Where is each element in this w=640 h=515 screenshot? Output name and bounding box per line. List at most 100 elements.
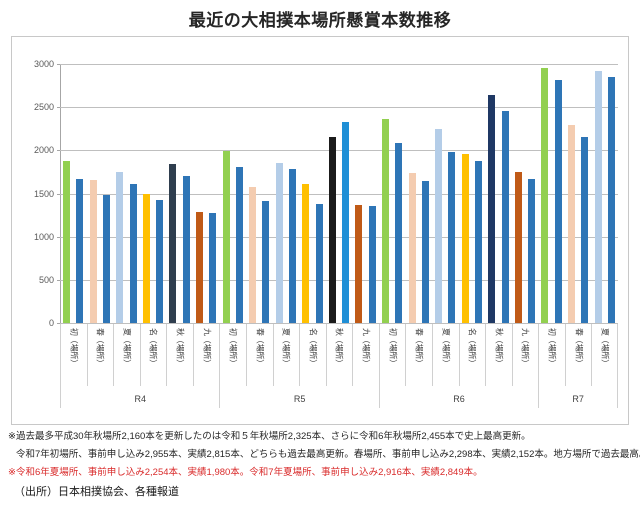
bar xyxy=(435,128,443,323)
bar xyxy=(222,151,230,323)
plot-area xyxy=(60,64,618,324)
category-axis-label: 名（場所） xyxy=(308,328,318,367)
gridline xyxy=(60,193,618,195)
group-axis-label: R7 xyxy=(538,386,618,408)
category-axis-cell: 秋（場所） xyxy=(325,324,353,386)
y-axis-tick-mark xyxy=(57,279,61,281)
category-axis-cell: 春（場所） xyxy=(405,324,432,386)
bar xyxy=(514,171,522,323)
category-axis-label: 秋（場所） xyxy=(175,328,185,367)
y-axis-tick-mark xyxy=(57,323,61,324)
category-axis-label: 秋（場所） xyxy=(334,328,344,367)
category-axis-cell: 名（場所） xyxy=(299,324,326,386)
y-axis-tick-mark xyxy=(57,107,61,109)
bar xyxy=(182,176,190,323)
bar xyxy=(289,169,296,323)
bar xyxy=(554,79,562,323)
bar xyxy=(249,187,257,323)
category-axis-label: 夏（場所） xyxy=(281,328,291,367)
bar xyxy=(342,122,350,323)
category-axis-label: 名（場所） xyxy=(467,328,477,367)
footnotes: ※過去最多平成30年秋場所2,160本を更新したのは令和５年秋場所2,325本、… xyxy=(8,430,640,505)
page-title: 最近の大相撲本場所懸賞本数推移 xyxy=(188,11,452,30)
category-axis-label: 名（場所） xyxy=(148,328,158,367)
bar xyxy=(475,160,482,323)
category-axis-label: 春（場所） xyxy=(414,328,424,367)
bar xyxy=(395,142,403,323)
bar xyxy=(528,178,536,323)
category-axis-cell: 夏（場所） xyxy=(591,324,618,386)
bar xyxy=(328,137,336,323)
category-axis-cell: 初（場所） xyxy=(378,324,406,386)
bar xyxy=(89,179,97,323)
bar xyxy=(156,199,164,323)
category-axis-label: 九（場所） xyxy=(202,328,212,367)
group-axis-label: R4 xyxy=(60,386,219,408)
category-axis-cell: 夏（場所） xyxy=(113,324,140,386)
bar xyxy=(169,164,177,323)
category-axis-cell: 名（場所） xyxy=(458,324,486,386)
category-axis-label: 夏（場所） xyxy=(441,328,451,367)
footnote-line: ※過去最多平成30年秋場所2,160本を更新したのは令和５年秋場所2,325本、… xyxy=(8,431,531,442)
y-axis-tick-label: 3000 xyxy=(33,59,54,69)
bar xyxy=(262,201,270,323)
bar xyxy=(568,124,575,323)
category-axis-label: 春（場所） xyxy=(574,328,584,367)
y-axis-tick-label: 2500 xyxy=(33,102,54,113)
category-axis-label: 初（場所） xyxy=(69,328,79,367)
gridline xyxy=(60,323,618,324)
bar xyxy=(63,160,71,323)
group-axis-label: R5 xyxy=(219,386,378,408)
category-axis-cell: 春（場所） xyxy=(246,324,273,386)
category-axis: 初（場所） 春（場所） 夏（場所） 名（場所） 秋（場所） 九（場所） 初（場所） 春（場所）… xyxy=(60,324,618,386)
bar xyxy=(581,137,589,323)
bar xyxy=(607,77,615,323)
category-axis-label: 初（場所） xyxy=(228,328,238,367)
chart-frame: 0 500 1000 1500 2000 2500 3000 初（場所） 春（場所） 夏（場所）… xyxy=(11,36,629,425)
source-line: （出所）日本相撲協会、各種報道 xyxy=(14,486,179,499)
y-axis-tick-label: 2000 xyxy=(33,145,54,156)
category-axis-cell: 名（場所） xyxy=(139,324,167,386)
bar xyxy=(235,166,243,323)
bar xyxy=(501,111,509,323)
group-axis-label: R6 xyxy=(378,386,538,408)
category-axis-label: 春（場所） xyxy=(255,328,265,367)
bar xyxy=(594,71,602,323)
bar xyxy=(116,171,124,323)
category-axis-cell: 初（場所） xyxy=(219,324,246,386)
gridline xyxy=(60,236,618,238)
category-axis-label: 初（場所） xyxy=(547,328,557,367)
category-axis-label: 夏（場所） xyxy=(600,328,610,367)
category-axis-label: 秋（場所） xyxy=(494,328,504,367)
footnote-line: ※令和6年夏場所、事前申し込み2,254本、実績1,980本。令和7年夏場所、事… xyxy=(8,466,483,478)
category-axis-cell: 初（場所） xyxy=(60,324,87,386)
category-axis-cell: 春（場所） xyxy=(564,324,592,386)
bar xyxy=(355,204,363,323)
gridline xyxy=(60,279,618,281)
category-axis-cell: 春（場所） xyxy=(86,324,114,386)
y-axis-tick-label: 500 xyxy=(38,274,54,285)
category-axis-label: 初（場所） xyxy=(388,328,398,367)
category-axis-cell: 九（場所） xyxy=(192,324,220,386)
category-axis-label: 九（場所） xyxy=(520,328,530,367)
category-axis-cell: 夏（場所） xyxy=(432,324,459,386)
category-axis-cell: 初（場所） xyxy=(538,324,565,386)
y-axis-tick-mark xyxy=(57,64,61,65)
bar xyxy=(302,184,310,323)
category-axis-label: 春（場所） xyxy=(95,328,105,367)
gridline xyxy=(60,64,618,65)
gridline xyxy=(60,150,618,152)
category-axis-label: 夏（場所） xyxy=(122,328,132,367)
footnote-line: 令和7年初場所、事前申し込み2,955本、実績2,815本、どちらも過去最高更新… xyxy=(16,448,640,460)
category-axis-cell: 秋（場所） xyxy=(485,324,512,386)
category-axis-cell: 夏（場所） xyxy=(272,324,300,386)
bar xyxy=(541,68,549,323)
y-axis-tick-label: 0 xyxy=(48,318,54,328)
category-axis-cell: 秋（場所） xyxy=(166,324,193,386)
category-axis-cell: 九（場所） xyxy=(511,324,539,386)
category-axis-label: 九（場所） xyxy=(361,328,371,367)
bar xyxy=(408,172,416,323)
bar xyxy=(209,213,217,323)
bar xyxy=(448,152,456,323)
